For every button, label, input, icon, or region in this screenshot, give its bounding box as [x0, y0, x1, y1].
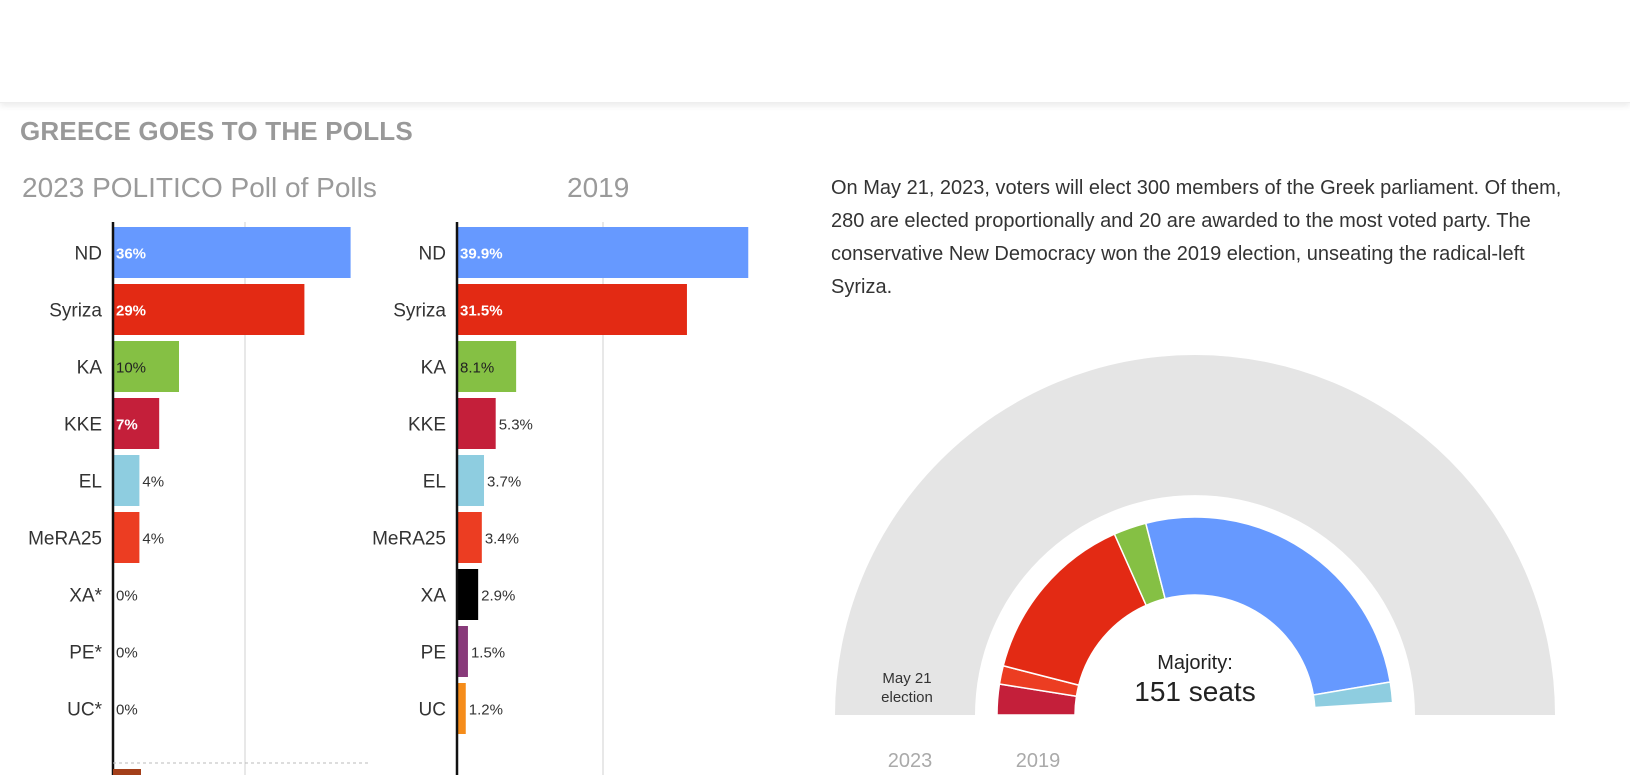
- bar-chart-2023: ND 36% Syriza 29% KA 10% KKE 7% EL 4% MeRA25 4% XA* 0…: [28, 222, 370, 775]
- result-2019-bar-ka: [457, 341, 517, 392]
- result-2019-bar-nd: [457, 227, 749, 278]
- result-2019-value-kke: 5.3%: [499, 417, 533, 434]
- poll-2023-category-syriza: Syriza: [49, 301, 102, 322]
- result-2019-bar-xa: [457, 569, 479, 620]
- result-2019-category-pe: PE: [421, 643, 446, 664]
- poll-2023-bar-extra: [113, 769, 141, 775]
- result-2019-value-syriza: 31.5%: [460, 303, 503, 320]
- poll-2023-bar-syriza: [113, 284, 305, 335]
- majority-value: 151 seats: [1134, 676, 1255, 707]
- result-2019-value-mera25: 3.4%: [485, 531, 519, 548]
- poll-2023-value-ka: 10%: [116, 360, 146, 377]
- poll-2023-category-el: EL: [79, 472, 102, 493]
- hemicycle-outer-label: May 21 election: [881, 670, 933, 706]
- result-2019-category-mera25: MeRA25: [372, 529, 446, 550]
- poll-2023-category-mera25: MeRA25: [28, 529, 102, 550]
- result-2019-value-pe: 1.5%: [471, 645, 505, 662]
- bar-chart-2019: ND 39.9% Syriza 31.5% KA 8.1% KKE 5.3% EL 3.7% MeR…: [372, 222, 749, 775]
- result-2019-bar-mera25: [457, 512, 482, 563]
- poll-2023-bar-kke: [113, 398, 160, 449]
- poll-2023-value-nd: 36%: [116, 246, 146, 263]
- chart-title-2019: 2019: [567, 172, 630, 203]
- result-2019-category-xa: XA: [421, 586, 447, 607]
- poll-2023-value-uc: 0%: [116, 702, 138, 719]
- result-2019-category-uc: UC: [419, 700, 446, 721]
- poll-2023-category-xa: XA*: [69, 586, 102, 607]
- result-2019-value-xa: 2.9%: [481, 588, 515, 605]
- result-2019-value-ka: 8.1%: [460, 360, 494, 377]
- hemicycle-year-2023: 2023: [888, 750, 933, 772]
- result-2019-bar-pe: [457, 626, 468, 677]
- result-2019-bar-syriza: [457, 284, 687, 335]
- result-2019-value-el: 3.7%: [487, 474, 521, 491]
- hemicycle-year-2019: 2019: [1016, 750, 1061, 772]
- poll-2023-category-pe: PE*: [69, 643, 102, 664]
- result-2019-bar-uc: [457, 683, 466, 734]
- result-2019-value-nd: 39.9%: [460, 246, 503, 263]
- intro-text: On May 21, 2023, voters will elect 300 m…: [831, 177, 1562, 298]
- hemicycle-2023-ring: [835, 355, 1555, 715]
- result-2019-bar-el: [457, 455, 485, 506]
- poll-2023-value-xa: 0%: [116, 588, 138, 605]
- seat-hemicycle: May 21 election Majority:151 seats 2023 2019: [835, 355, 1555, 772]
- poll-2023-value-pe: 0%: [116, 645, 138, 662]
- poll-2023-category-uc: UC*: [67, 700, 102, 721]
- poll-2023-bar-el: [113, 455, 140, 506]
- poll-2023-value-kke: 7%: [116, 417, 138, 434]
- result-2019-category-nd: ND: [419, 244, 446, 265]
- majority-label: Majority:: [1157, 652, 1233, 674]
- poll-2023-category-kke: KKE: [64, 415, 102, 436]
- hemicycle-seat-el: [1312, 681, 1394, 709]
- page-title: GREECE GOES TO THE POLLS: [20, 116, 413, 146]
- result-2019-value-uc: 1.2%: [469, 702, 503, 719]
- poll-2023-value-el: 4%: [142, 474, 164, 491]
- result-2019-category-syriza: Syriza: [393, 301, 446, 322]
- poll-2023-bar-mera25: [113, 512, 140, 563]
- poll-2023-value-mera25: 4%: [142, 531, 164, 548]
- poll-2023-category-nd: ND: [75, 244, 102, 265]
- result-2019-bar-kke: [457, 398, 496, 449]
- poll-2023-bar-nd: [113, 227, 351, 278]
- poll-2023-value-syriza: 29%: [116, 303, 146, 320]
- top-bar: [0, 0, 1630, 103]
- chart-title-2023: 2023 POLITICO Poll of Polls: [22, 172, 377, 203]
- poll-2023-bar-ka: [113, 341, 179, 392]
- poll-2023-category-ka: KA: [77, 358, 103, 379]
- result-2019-category-ka: KA: [421, 358, 447, 379]
- result-2019-category-el: EL: [423, 472, 446, 493]
- hemicycle-seat-nd: [1144, 516, 1392, 696]
- result-2019-category-kke: KKE: [408, 415, 446, 436]
